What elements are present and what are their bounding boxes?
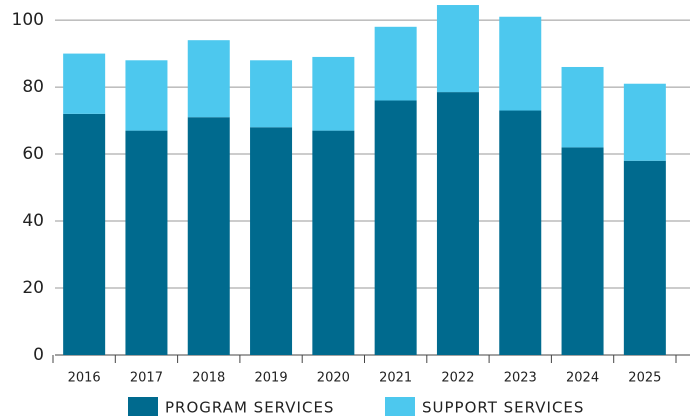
bar-segment <box>250 127 293 355</box>
bar-segment <box>187 40 230 118</box>
x-tick-label: 2017 <box>130 371 163 386</box>
bar-segment <box>623 83 666 161</box>
y-tick-label: 20 <box>22 278 44 298</box>
legend-label: PROGRAM SERVICES <box>165 399 334 416</box>
bar-segment <box>499 110 542 356</box>
bar-segment <box>312 56 355 131</box>
x-tick-label: 2024 <box>566 371 599 386</box>
bar-segment <box>125 60 168 131</box>
y-tick-label: 60 <box>22 144 44 164</box>
bar-segment <box>250 60 293 128</box>
bar-segment <box>561 147 604 355</box>
bar-segment <box>436 5 479 93</box>
x-tick-label: 2020 <box>317 371 350 386</box>
x-tick-label: 2021 <box>379 371 412 386</box>
bar-segment <box>63 113 106 356</box>
x-tick-label: 2016 <box>68 371 101 386</box>
bar-segment <box>187 117 230 355</box>
bar-segment <box>561 66 604 148</box>
bar-segment <box>374 100 417 355</box>
bar-segment <box>63 53 106 114</box>
y-tick-label: 0 <box>33 345 44 365</box>
bar-segment <box>436 92 479 355</box>
legend-swatch <box>128 397 158 416</box>
y-tick-label: 100 <box>12 10 44 30</box>
bar-segment <box>312 130 355 355</box>
x-tick-label: 2019 <box>255 371 288 386</box>
x-tick-label: 2025 <box>628 371 661 386</box>
legend-swatch <box>385 397 415 416</box>
legend-label: SUPPORT SERVICES <box>422 399 584 416</box>
bar-segment <box>623 160 666 355</box>
bar-segment <box>125 130 168 355</box>
x-tick-label: 2018 <box>192 371 225 386</box>
y-tick-label: 80 <box>22 77 44 97</box>
x-tick-label: 2022 <box>441 371 474 386</box>
bar-segment <box>499 16 542 111</box>
y-tick-label: 40 <box>22 211 44 231</box>
x-tick-label: 2023 <box>504 371 537 386</box>
bar-segment <box>374 26 417 101</box>
